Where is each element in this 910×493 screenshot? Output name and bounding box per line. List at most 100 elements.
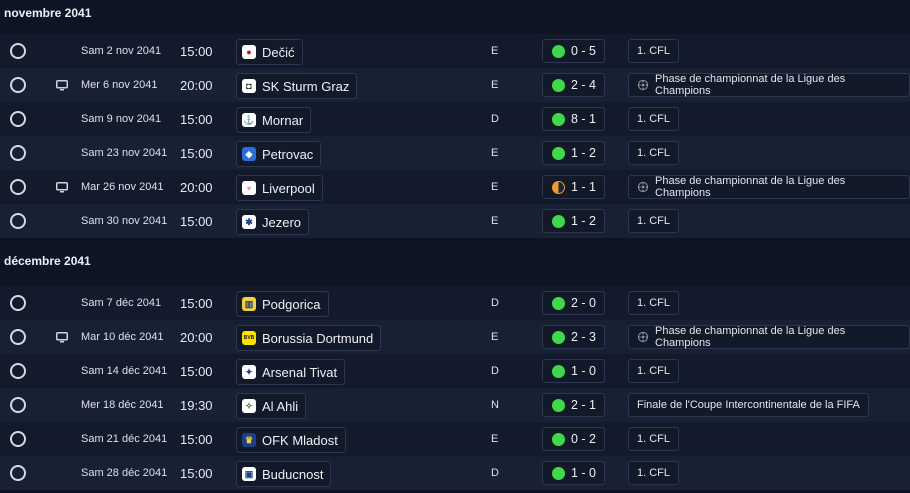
- match-row[interactable]: Sam 23 nov 2041 15:00 ◆ Petrovac E 1 - 2…: [0, 136, 910, 170]
- match-row[interactable]: Mar 10 déc 2041 20:00 BVB Borussia Dortm…: [0, 320, 910, 354]
- opponent-button[interactable]: ⚓ Mornar: [236, 107, 312, 133]
- opponent-name: Mornar: [262, 112, 304, 128]
- team-crest-icon: BVB: [242, 331, 256, 345]
- match-row[interactable]: Mar 26 nov 2041 20:00 ♆ Liverpool E 1 - …: [0, 170, 910, 204]
- select-radio[interactable]: [10, 204, 26, 238]
- match-date: Sam 2 nov 2041: [81, 45, 162, 57]
- team-crest-icon: ▣: [242, 467, 256, 481]
- match-row[interactable]: Sam 7 déc 2041 15:00 ▥ Podgorica D 2 - 0…: [0, 286, 910, 320]
- result-dot-icon: [552, 146, 565, 160]
- select-radio[interactable]: [10, 320, 26, 354]
- select-radio[interactable]: [10, 170, 26, 204]
- opponent-name: Arsenal Tivat: [262, 364, 338, 380]
- match-row[interactable]: Sam 14 déc 2041 15:00 ✦ Arsenal Tivat D …: [0, 354, 910, 388]
- score: 2 - 4: [571, 78, 597, 92]
- tv-icon: [56, 68, 68, 102]
- opponent-button[interactable]: ✧ Al Ahli: [236, 393, 307, 419]
- result-dot-icon: [552, 364, 565, 378]
- team-crest-icon: ✦: [242, 365, 256, 379]
- result-button[interactable]: 1 - 2: [542, 141, 606, 165]
- opponent-name: SK Sturm Graz: [262, 78, 350, 94]
- result-button[interactable]: 2 - 1: [542, 393, 606, 417]
- match-date: Sam 28 déc 2041: [81, 467, 168, 479]
- opponent-name: Liverpool: [262, 180, 315, 196]
- result-button[interactable]: 1 - 0: [542, 359, 606, 383]
- score: 1 - 2: [571, 146, 597, 160]
- competition-name: 1. CFL: [637, 45, 671, 57]
- competition-name: Phase de championnat de la Ligue des Cha…: [655, 325, 846, 349]
- opponent-button[interactable]: ✱ Jezero: [236, 209, 310, 235]
- opponent-button[interactable]: ♛ OFK Mladost: [236, 427, 346, 453]
- competition-button[interactable]: 1. CFL: [628, 359, 680, 383]
- venue: E: [491, 331, 499, 343]
- result-button[interactable]: 1 - 0: [542, 461, 606, 485]
- competition-button[interactable]: 1. CFL: [628, 209, 680, 233]
- opponent-button[interactable]: ● Dečić: [236, 39, 303, 65]
- match-time: 15:00: [180, 213, 213, 229]
- result-button[interactable]: 2 - 3: [542, 325, 606, 349]
- result-dot-icon: [552, 432, 565, 446]
- competition-button[interactable]: 1. CFL: [628, 427, 680, 451]
- competition-button[interactable]: Phase de championnat de la Ligue des Cha…: [628, 73, 910, 97]
- score: 2 - 1: [571, 398, 597, 412]
- competition-name: 1. CFL: [637, 297, 671, 309]
- opponent-button[interactable]: ♆ Liverpool: [236, 175, 323, 201]
- score: 2 - 3: [571, 330, 597, 344]
- result-dot-icon: [552, 112, 565, 126]
- competition-name: 1. CFL: [637, 433, 671, 445]
- select-radio[interactable]: [10, 102, 26, 136]
- select-radio[interactable]: [10, 68, 26, 102]
- result-button[interactable]: 1 - 1: [542, 175, 606, 199]
- competition-button[interactable]: 1. CFL: [628, 107, 680, 131]
- competition-button[interactable]: 1. CFL: [628, 461, 680, 485]
- result-button[interactable]: 8 - 1: [542, 107, 606, 131]
- select-radio[interactable]: [10, 388, 26, 422]
- team-crest-icon: ◘: [242, 79, 256, 93]
- result-dot-icon: [552, 398, 565, 412]
- result-button[interactable]: 2 - 0: [542, 291, 606, 315]
- match-row[interactable]: Mer 6 nov 2041 20:00 ◘ SK Sturm Graz E 2…: [0, 68, 910, 102]
- score: 1 - 1: [571, 180, 597, 194]
- champions-league-icon: [637, 79, 649, 91]
- month-header: décembre 2041: [0, 238, 910, 286]
- team-crest-icon: ●: [242, 45, 256, 59]
- opponent-button[interactable]: ✦ Arsenal Tivat: [236, 359, 346, 385]
- match-row[interactable]: Sam 21 déc 2041 15:00 ♛ OFK Mladost E 0 …: [0, 422, 910, 456]
- opponent-button[interactable]: ▥ Podgorica: [236, 291, 329, 317]
- select-radio[interactable]: [10, 422, 26, 456]
- match-row[interactable]: Mer 18 déc 2041 19:30 ✧ Al Ahli N 2 - 1 …: [0, 388, 910, 422]
- select-radio[interactable]: [10, 136, 26, 170]
- opponent-button[interactable]: ◘ SK Sturm Graz: [236, 73, 358, 99]
- result-button[interactable]: 1 - 2: [542, 209, 606, 233]
- competition-button[interactable]: Phase de championnat de la Ligue des Cha…: [628, 325, 910, 349]
- competition-name: Finale de l'Coupe Intercontinentale de l…: [637, 399, 860, 411]
- select-radio[interactable]: [10, 456, 26, 490]
- match-date: Mar 10 déc 2041: [81, 331, 164, 343]
- competition-button[interactable]: 1. CFL: [628, 39, 680, 63]
- result-button[interactable]: 0 - 2: [542, 427, 606, 451]
- competition-button[interactable]: 1. CFL: [628, 291, 680, 315]
- select-radio[interactable]: [10, 34, 26, 68]
- match-row[interactable]: Sam 9 nov 2041 15:00 ⚓ Mornar D 8 - 1 1.…: [0, 102, 910, 136]
- match-row[interactable]: Sam 30 nov 2041 15:00 ✱ Jezero E 1 - 2 1…: [0, 204, 910, 238]
- opponent-button[interactable]: ▣ Buducnost: [236, 461, 332, 487]
- opponent-name: Jezero: [262, 214, 302, 230]
- result-button[interactable]: 2 - 4: [542, 73, 606, 97]
- opponent-button[interactable]: ◆ Petrovac: [236, 141, 322, 167]
- competition-button[interactable]: 1. CFL: [628, 141, 680, 165]
- competition-button[interactable]: Finale de l'Coupe Intercontinentale de l…: [628, 393, 869, 417]
- venue: D: [491, 113, 499, 125]
- result-dot-icon: [552, 44, 565, 58]
- venue: E: [491, 79, 499, 91]
- competition-button[interactable]: Phase de championnat de la Ligue des Cha…: [628, 175, 910, 199]
- match-date: Sam 21 déc 2041: [81, 433, 168, 445]
- select-radio[interactable]: [10, 354, 26, 388]
- match-row[interactable]: Sam 2 nov 2041 15:00 ● Dečić E 0 - 5 1. …: [0, 34, 910, 68]
- select-radio[interactable]: [10, 286, 26, 320]
- champions-league-icon: [637, 181, 649, 193]
- match-date: Sam 9 nov 2041: [81, 113, 162, 125]
- opponent-button[interactable]: BVB Borussia Dortmund: [236, 325, 382, 351]
- result-button[interactable]: 0 - 5: [542, 39, 606, 63]
- team-crest-icon: ✧: [242, 399, 256, 413]
- match-row[interactable]: Sam 28 déc 2041 15:00 ▣ Buducnost D 1 - …: [0, 456, 910, 490]
